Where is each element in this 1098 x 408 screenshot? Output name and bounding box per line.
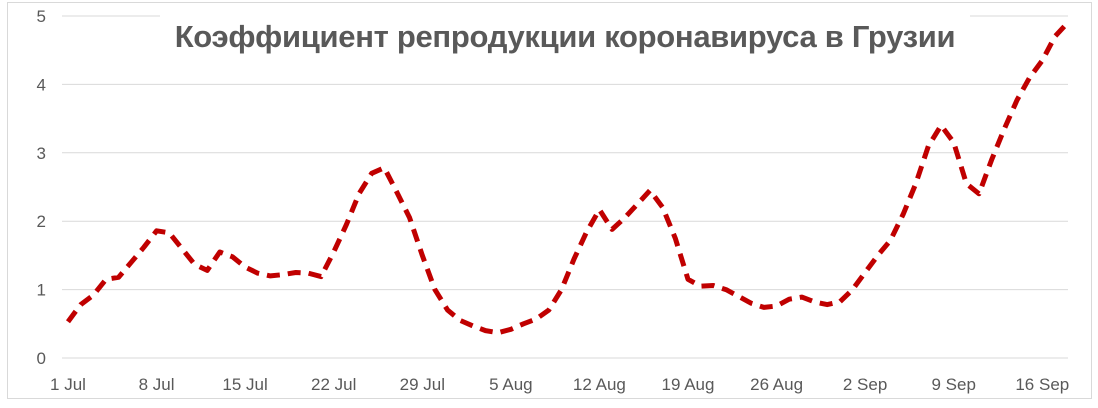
x-axis-tick-label: 29 Jul [400, 375, 445, 394]
y-axis-tick-label: 4 [37, 75, 46, 94]
x-axis-tick-label: 12 Aug [573, 375, 626, 394]
x-axis-tick-label: 9 Sep [931, 375, 975, 394]
x-axis-tick-label: 19 Aug [662, 375, 715, 394]
y-axis-tick-label: 5 [37, 7, 46, 26]
x-axis-tick-label: 8 Jul [139, 375, 175, 394]
x-axis-tick-label: 16 Sep [1015, 375, 1069, 394]
x-axis-tick-label: 15 Jul [222, 375, 267, 394]
x-axis-tick-label: 22 Jul [311, 375, 356, 394]
x-axis-tick-label: 2 Sep [843, 375, 887, 394]
y-axis-tick-label: 1 [37, 281, 46, 300]
plot-border [7, 2, 1092, 399]
y-axis-tick-label: 0 [37, 349, 46, 368]
y-axis-tick-label: 2 [37, 212, 46, 231]
series-line [65, 21, 1070, 336]
x-axis-tick-label: 1 Jul [50, 375, 86, 394]
x-axis-tick-label: 5 Aug [489, 375, 533, 394]
y-axis-tick-label: 3 [37, 144, 46, 163]
x-axis-tick-label: 26 Aug [750, 375, 803, 394]
